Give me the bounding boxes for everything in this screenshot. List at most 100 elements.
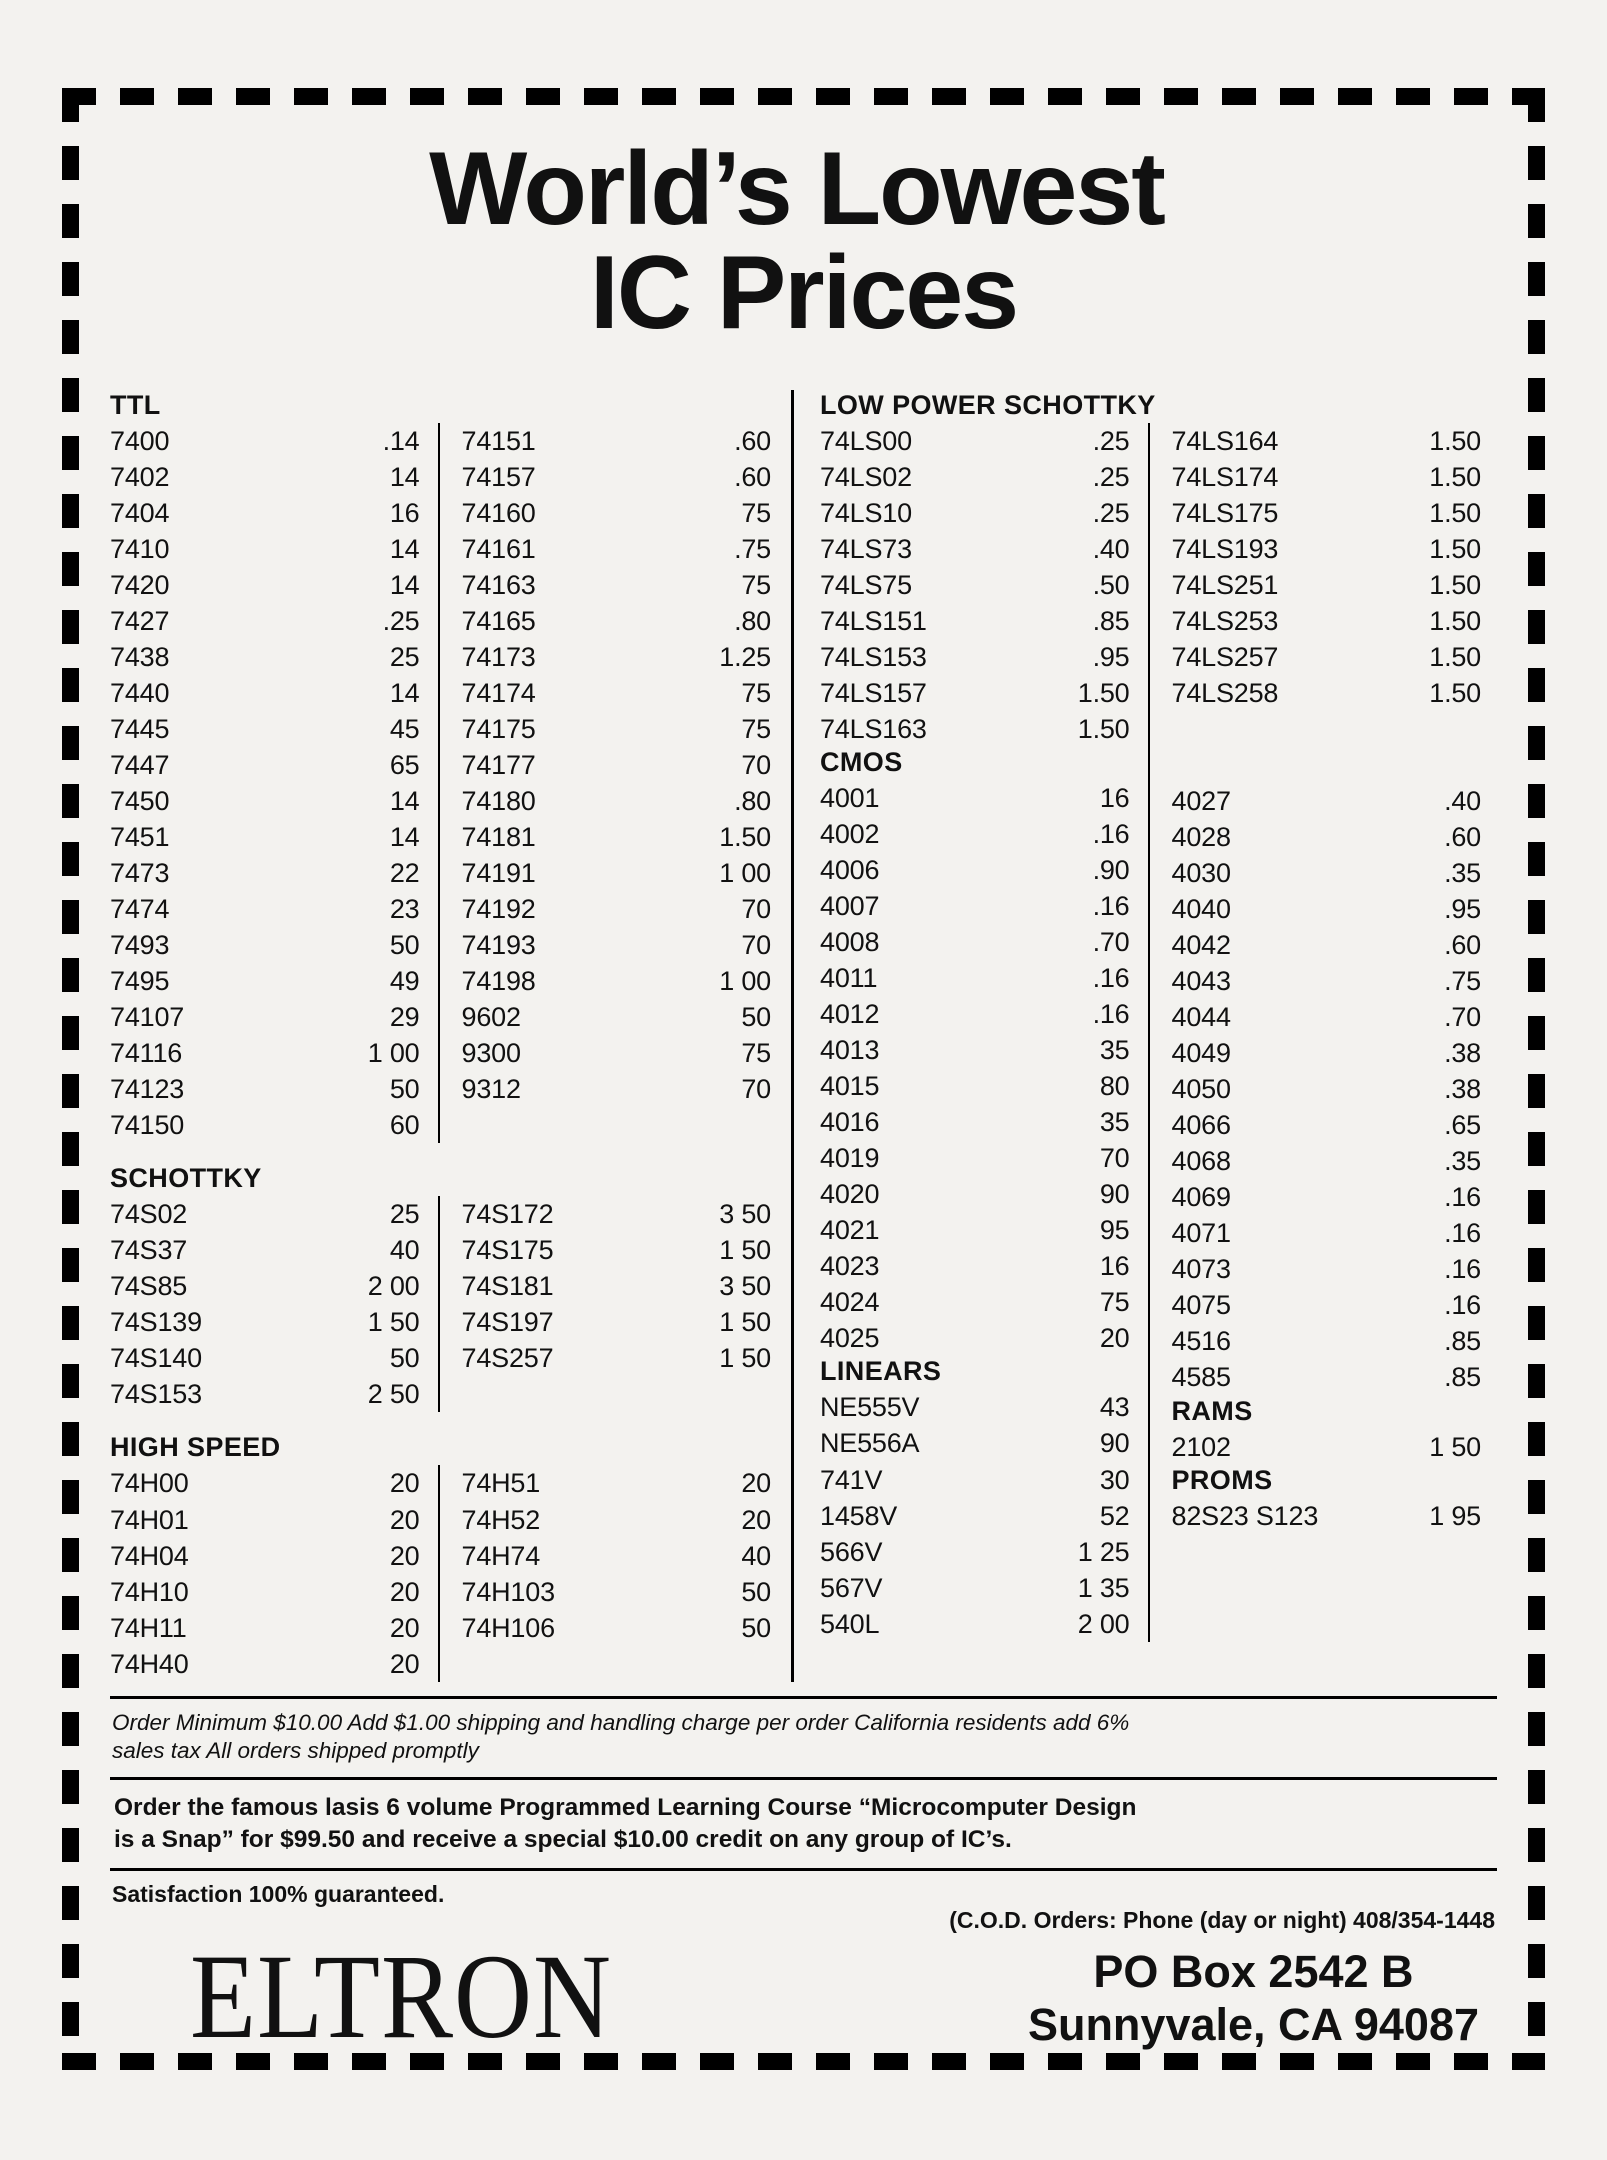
price-row: 74H103 50 [462, 1574, 788, 1610]
divider-course-top [110, 1777, 1497, 1781]
part-number: 4049 [1171, 1038, 1231, 1069]
part-number: 74LS257 [1171, 641, 1279, 672]
price-row: 74150 60 [110, 1107, 436, 1143]
rams-items: 2102 1 50 [1172, 1429, 1498, 1465]
price-row: 9602 50 [462, 999, 788, 1035]
part-price: 20 [741, 1504, 771, 1535]
part-number: 74S02 [110, 1199, 188, 1230]
part-number: 74192 [461, 894, 536, 925]
price-row: 74LS253 1.50 [1172, 603, 1498, 639]
section-low-power-schottky: LOW POWER SCHOTTKY 74LS00.25 74LS02.25 74L… [820, 390, 1497, 747]
part-number: 74LS174 [1171, 461, 1279, 492]
part-price: 1.50 [1429, 461, 1481, 492]
part-number: 4069 [1171, 1182, 1231, 1213]
part-price: 29 [389, 1002, 420, 1033]
part-price: .35 [1444, 1146, 1481, 1177]
part-price: 90 [1099, 1428, 1130, 1459]
part-number: NE555V [820, 1392, 920, 1423]
part-price: .90 [1092, 855, 1130, 885]
part-number: 4001 [820, 782, 880, 813]
part-price: .25 [1092, 425, 1130, 456]
price-row: 4013 35 [820, 1032, 1146, 1068]
part-price: .16 [1444, 1254, 1481, 1285]
cod-phone: (C.O.D. Orders: Phone (day or night) 408… [949, 1907, 1495, 1934]
part-price: 14 [389, 822, 420, 852]
price-row: 74LS73 .40 [820, 531, 1146, 567]
part-number: 74180 [461, 785, 536, 816]
part-price: .60 [1444, 822, 1481, 852]
company-logo: ELTRON [190, 1930, 613, 2065]
part-price: 1.25 [719, 641, 771, 672]
part-number: 74S140 [110, 1343, 202, 1374]
part-number: 4013 [820, 1035, 880, 1066]
part-number: 1458V [820, 1500, 898, 1531]
part-price: 52 [1099, 1500, 1130, 1531]
part-price: 20 [389, 1540, 420, 1571]
part-price: 1 50 [719, 1235, 771, 1266]
part-price: 1 00 [719, 966, 771, 997]
schottky-col-1: 74S02 25 74S37 40 74S85 2 00 74S139 1 50 74S140 5… [110, 1196, 436, 1412]
part-price: 1 00 [367, 1038, 420, 1069]
lps-col-2: 74LS164 1.50 74LS174 1.50 74LS175 1.50 74LS193… [1147, 422, 1498, 747]
price-row: 74H11 20 [110, 1610, 436, 1646]
part-number: 4050 [1171, 1074, 1231, 1105]
part-number: 4044 [1171, 1002, 1231, 1033]
part-price: 43 [1099, 1392, 1130, 1423]
part-number: 74H106 [461, 1612, 556, 1643]
part-number: 74LS10 [820, 497, 912, 528]
part-price: 1.50 [1429, 641, 1481, 672]
part-number: 74151 [461, 425, 536, 456]
price-row: 4073 .16 [1172, 1251, 1498, 1287]
price-row: 7427 .25 [110, 603, 436, 639]
price-row: 74H106 50 [462, 1610, 788, 1646]
left-column-group: TTL 7400 .14 7402 14 7404 16 7410 14 7420 14 7427.… [110, 390, 791, 1682]
price-row: 74161 .75 [462, 531, 788, 567]
part-number: 7450 [110, 785, 170, 816]
cmos-col-1: 4001 16 4002 .16 4006 .90 4007 .16 4008 .70 4011 .1… [820, 780, 1146, 1357]
price-row: 4025 20 [820, 1320, 1146, 1356]
price-row: 74H74 40 [462, 1538, 788, 1574]
price-row: 74192 70 [462, 891, 788, 927]
frame-left [62, 88, 79, 2070]
part-price: 70 [741, 749, 771, 780]
part-price: 70 [741, 894, 771, 925]
part-number: 4585 [1171, 1362, 1231, 1393]
part-price: 30 [1099, 1464, 1130, 1495]
part-price: .85 [1444, 1326, 1481, 1357]
part-number: 7427 [110, 605, 170, 636]
part-number: 4006 [820, 855, 880, 885]
course-offer-line-1: Order the famous lasis 6 volume Programm… [114, 1794, 1137, 1822]
price-row: 4069 .16 [1172, 1179, 1498, 1215]
part-price: 14 [389, 533, 420, 564]
part-number: 74H51 [461, 1468, 541, 1499]
price-row: 4021 95 [820, 1212, 1146, 1248]
part-number: 74LS163 [820, 713, 927, 744]
price-row: 4001 16 [820, 780, 1146, 816]
part-number: 74123 [110, 1074, 185, 1105]
part-number: 74S181 [461, 1271, 554, 1302]
part-number: 540L [820, 1608, 880, 1639]
price-row: 74180 .80 [462, 783, 788, 819]
part-number: 74LS258 [1171, 677, 1279, 708]
part-price: .25 [1092, 497, 1130, 528]
part-number: 4042 [1171, 930, 1231, 961]
satisfaction-guarantee: Satisfaction 100% guaranteed. [112, 1881, 445, 1908]
part-price: .25 [382, 605, 420, 636]
price-row: 74LS00 .25 [820, 423, 1146, 459]
part-price: .35 [1444, 858, 1481, 889]
company-footer: ELTRON PO Box 2542 B Sunnyvale, CA 94087 [110, 1937, 1497, 2058]
part-price: 20 [389, 1576, 420, 1607]
section-title-linears: LINEARS [820, 1356, 942, 1387]
part-number: 7493 [110, 930, 170, 961]
price-row: 741V 30 [820, 1462, 1146, 1498]
part-price: 1 50 [367, 1307, 420, 1338]
part-price: 75 [1099, 1287, 1130, 1318]
part-number: 74S197 [461, 1307, 554, 1338]
part-number: 4021 [820, 1215, 880, 1246]
price-row: 74H52 20 [462, 1502, 788, 1538]
price-row: 74123 50 [110, 1071, 436, 1107]
course-offer-line-2: is a Snap” for $99.50 and receive a spec… [114, 1826, 1012, 1854]
part-number: 7402 [110, 461, 170, 492]
proms-items: 82S23 S123 1 95 [1172, 1498, 1498, 1534]
part-price: 90 [1099, 1179, 1130, 1210]
